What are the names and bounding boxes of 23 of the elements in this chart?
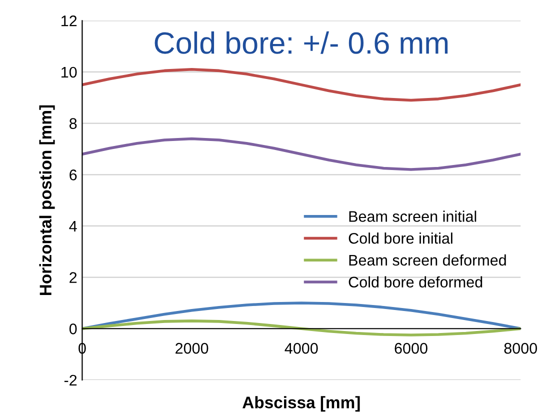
x-tick-label: 4000 xyxy=(284,342,318,354)
line-series xyxy=(82,68,521,102)
y-tick-label: 8 xyxy=(70,118,77,129)
line-series xyxy=(82,137,521,171)
y-tick-label: 10 xyxy=(62,66,77,78)
x-tick-label: 6000 xyxy=(394,342,428,354)
x-axis-title: Abscissa [mm] xyxy=(242,396,360,412)
x-tick-label: 2000 xyxy=(176,342,208,354)
annotation: Cold bore: +/- 0.6 mm xyxy=(154,31,448,54)
y-tick-label: 6 xyxy=(70,170,77,180)
y-axis-title: Horizontal postion [mm] xyxy=(39,105,55,296)
legend-label: Beam screen initial xyxy=(349,210,476,222)
legend-label: Cold bore initial xyxy=(348,232,452,244)
y-tick-label: 0 xyxy=(69,324,77,334)
line-series xyxy=(82,302,521,330)
legend-label: Beam screen deformed xyxy=(349,254,506,266)
legend-label: Cold bore deformed xyxy=(348,276,482,288)
line-series xyxy=(82,320,521,336)
y-tick-label: 4 xyxy=(69,220,77,232)
y-tick-label: 12 xyxy=(62,16,77,26)
y-tick-label: 2 xyxy=(70,272,77,283)
y-tick-label: -2 xyxy=(64,374,77,386)
x-tick-label: 8000 xyxy=(504,342,537,354)
